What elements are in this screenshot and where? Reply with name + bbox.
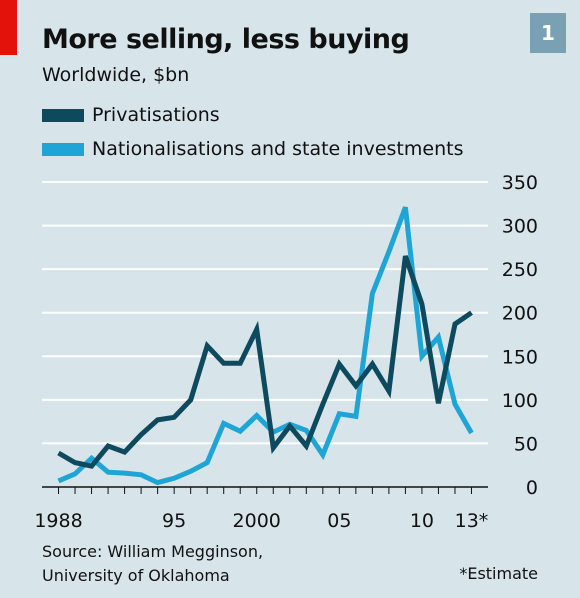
- series-line-nationalisations: [57, 206, 474, 486]
- y-tick-label-350: 350: [502, 172, 538, 194]
- legend-swatch-privatisations: [42, 108, 84, 122]
- x-tick-label-2000: 2000: [233, 510, 281, 532]
- y-tick-label-200: 200: [502, 303, 538, 325]
- series-line-privatisations: [57, 255, 473, 469]
- estimate-footnote: *Estimate: [459, 564, 538, 583]
- y-tick-label-50: 50: [514, 433, 538, 455]
- legend-label-privatisations: Privatisations: [92, 104, 220, 126]
- y-tick-label-100: 100: [502, 390, 538, 412]
- source-note: Source: William Megginson, University of…: [42, 540, 263, 588]
- x-tick-label-05: 05: [327, 510, 351, 532]
- y-tick-label-0: 0: [526, 477, 538, 499]
- x-tick-label-95: 95: [162, 510, 186, 532]
- red-corner-tab: [0, 0, 17, 55]
- source-line-2: University of Oklahoma: [42, 566, 230, 585]
- x-tick-label-1988: 1988: [34, 510, 82, 532]
- legend-swatch-nationalisations: [42, 142, 84, 156]
- chart-subtitle: Worldwide, $bn: [42, 64, 190, 86]
- chart-number-badge: 1: [530, 13, 566, 53]
- y-tick-label-150: 150: [502, 346, 538, 368]
- x-tick-label-10: 10: [410, 510, 434, 532]
- legend-label-nationalisations: Nationalisations and state investments: [92, 138, 464, 160]
- chart-title: More selling, less buying: [42, 24, 410, 55]
- legend-item-privatisations: Privatisations: [42, 104, 220, 126]
- source-line-1: Source: William Megginson,: [42, 542, 264, 561]
- y-tick-label-250: 250: [502, 259, 538, 281]
- y-tick-label-300: 300: [502, 216, 538, 238]
- legend-item-nationalisations: Nationalisations and state investments: [42, 138, 463, 160]
- x-tick-label-13*: 13*: [455, 510, 489, 532]
